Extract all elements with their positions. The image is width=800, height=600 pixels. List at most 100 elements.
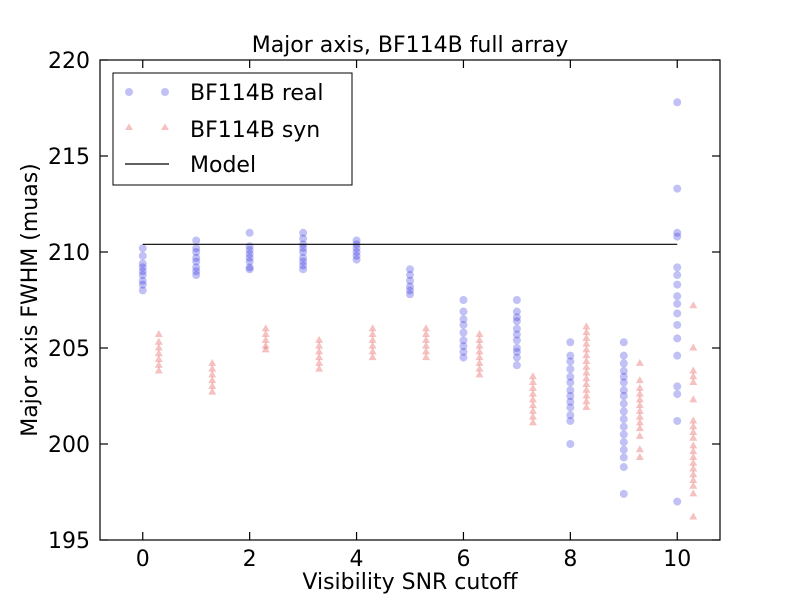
real-point — [245, 253, 254, 262]
syn-point — [315, 347, 324, 355]
syn-point — [528, 406, 537, 414]
legend-label-real: BF114B real — [190, 81, 324, 106]
real-point — [619, 367, 628, 376]
real-point — [406, 290, 414, 299]
real-point — [512, 296, 521, 304]
real-point — [512, 317, 521, 326]
real-point — [673, 263, 682, 272]
real-point — [459, 342, 468, 351]
syn-point — [582, 397, 591, 405]
syn-point — [582, 339, 591, 347]
syn-point — [475, 335, 484, 343]
legend-label-syn: BF114B syn — [190, 118, 320, 143]
syn-point — [582, 368, 591, 376]
y-tick-label: 205 — [48, 337, 90, 362]
real-point — [245, 265, 254, 274]
syn-point — [635, 418, 644, 426]
syn-point — [368, 335, 377, 343]
real-point — [566, 440, 575, 448]
legend: BF114B real BF114B syn Model — [112, 72, 353, 186]
real-point — [566, 372, 575, 381]
syn-point — [689, 464, 698, 472]
real-point — [245, 246, 254, 255]
chart-title: Major axis, BF114B full array — [252, 33, 569, 58]
syn-point — [315, 364, 324, 372]
syn-point — [475, 364, 484, 372]
real-point — [512, 330, 521, 339]
syn-point — [689, 475, 698, 483]
syn-point — [315, 353, 324, 361]
real-point — [352, 255, 361, 264]
real-point — [566, 416, 575, 425]
syn-point — [422, 341, 431, 349]
real-point — [619, 407, 628, 416]
real-point — [299, 261, 308, 270]
real-point — [512, 336, 521, 345]
syn-point — [689, 512, 698, 520]
syn-point — [315, 341, 324, 349]
real-point — [406, 265, 414, 274]
real-point — [566, 411, 575, 420]
x-tick-label: 8 — [563, 547, 577, 572]
real-point — [673, 390, 682, 399]
syn-point — [475, 370, 484, 378]
syn-point — [689, 441, 698, 449]
syn-point — [475, 358, 484, 366]
real-point — [673, 271, 682, 280]
y-tick-label: 210 — [48, 241, 90, 266]
x-tick-label: 6 — [456, 547, 470, 572]
syn-point — [582, 328, 591, 336]
real-point — [299, 234, 308, 243]
y-tick-label: 215 — [48, 145, 90, 170]
real-point — [299, 265, 308, 274]
real-point — [352, 244, 361, 253]
syn-point — [261, 335, 270, 343]
syn-point — [368, 324, 377, 332]
syn-point — [261, 324, 270, 332]
syn-point — [689, 452, 698, 460]
real-point — [512, 347, 521, 356]
syn-point — [154, 366, 163, 374]
syn-point — [689, 372, 698, 380]
real-point — [619, 438, 628, 447]
real-point — [192, 248, 201, 256]
real-point — [459, 315, 468, 324]
syn-point — [635, 445, 644, 453]
real-point — [192, 244, 201, 253]
real-point — [673, 497, 682, 506]
syn-point — [475, 341, 484, 349]
real-point — [459, 328, 468, 337]
x-axis-label: Visibility SNR cutoff — [302, 570, 518, 595]
real-point — [192, 253, 201, 262]
real-point — [566, 378, 575, 387]
real-point — [673, 280, 682, 289]
syn-point — [689, 366, 698, 374]
syn-point — [315, 335, 324, 343]
syn-point — [528, 389, 537, 397]
real-point — [619, 372, 628, 381]
syn-point — [689, 378, 698, 386]
real-point — [673, 232, 682, 241]
real-point — [299, 244, 308, 253]
syn-point — [208, 358, 217, 366]
syn-point — [582, 385, 591, 393]
syn-point — [635, 395, 644, 403]
real-point — [138, 244, 147, 253]
syn-point — [368, 353, 377, 361]
real-point — [459, 336, 468, 345]
syn-point — [208, 364, 217, 372]
syn-point — [689, 481, 698, 489]
legend-box — [112, 72, 353, 186]
syn-point — [635, 376, 644, 384]
real-point — [138, 267, 147, 276]
syn-point — [261, 330, 270, 338]
real-point — [299, 257, 308, 266]
y-tick-label: 195 — [48, 529, 90, 554]
real-point — [512, 313, 521, 322]
real-point — [673, 309, 682, 318]
syn-point — [689, 470, 698, 478]
syn-point — [208, 376, 217, 384]
syn-point — [582, 362, 591, 370]
syn-point — [582, 322, 591, 330]
